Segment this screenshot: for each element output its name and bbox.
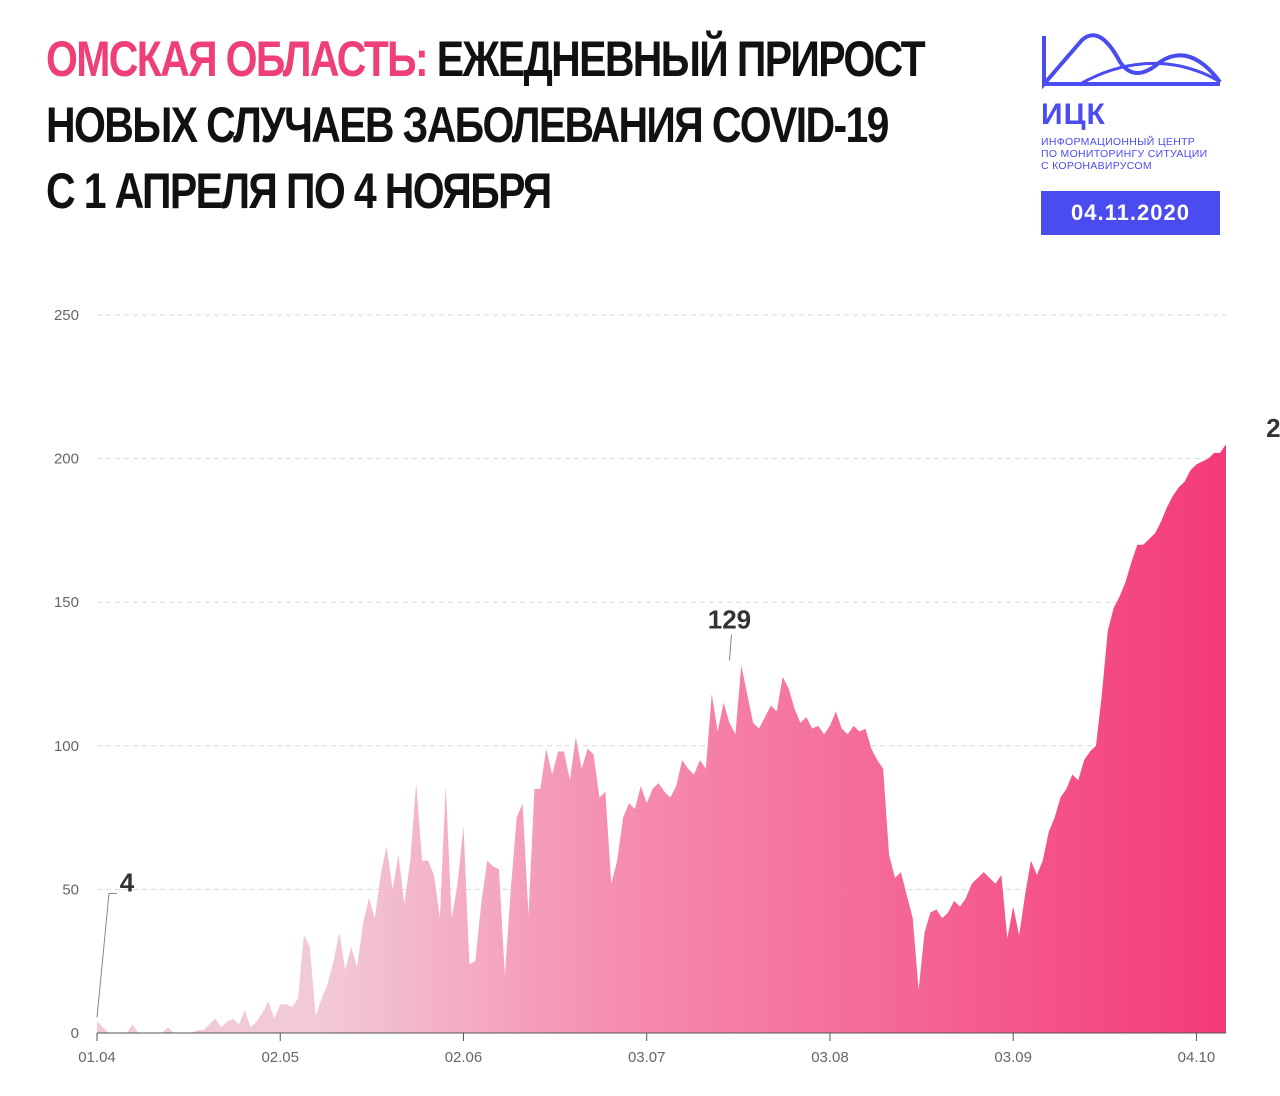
logo-subtitle: Информационный центр по мониторингу ситу…	[1041, 136, 1241, 172]
x-tick-label: 03.08	[811, 1049, 849, 1066]
logo-subtitle-line: по мониторингу ситуации	[1041, 148, 1208, 160]
title-line-1-rest: ежедневный прирост	[436, 31, 926, 87]
chart-title: Омская область: ежедневный прирост новых…	[46, 26, 926, 224]
annotation-label: 4	[120, 868, 135, 898]
x-tick-label: 03.07	[628, 1049, 666, 1066]
x-tick-label: 02.05	[261, 1049, 299, 1066]
annotations: 4129202205	[96, 413, 1280, 1018]
mountain-waves-logo-icon	[1042, 33, 1222, 90]
title-line-1: Омская область: ежедневный прирост	[46, 26, 926, 92]
x-tick-label: 04.10	[1178, 1049, 1216, 1066]
area-series	[97, 444, 1226, 1033]
logo-subtitle-line: с коронавирусом	[1041, 160, 1152, 172]
daily-cases-area-chart: 0 50 100 150 200 250 01.04 02.05 02.06 03.07 03.0…	[54, 307, 1280, 1066]
annotation-label: 129	[708, 605, 751, 635]
title-line-3: с 1 апреля по 4 ноября	[46, 163, 552, 219]
title-line-2: новых случаев заболевания COVID-19	[46, 97, 889, 153]
annotation-leader	[96, 893, 117, 1018]
title-region: Омская область:	[46, 31, 429, 87]
y-tick-label: 150	[54, 594, 79, 611]
annotation-label: 202	[1266, 413, 1280, 443]
x-tick-label: 02.06	[445, 1049, 483, 1066]
annotation-leader	[728, 634, 732, 661]
y-tick-label: 250	[54, 307, 79, 324]
daily-cases-area	[97, 444, 1226, 1033]
date-badge: 04.11.2020	[1041, 191, 1220, 235]
logo-subtitle-line: Информационный центр	[1041, 136, 1196, 148]
y-tick-label: 0	[71, 1025, 79, 1042]
logo-org-name: ИЦК	[1041, 98, 1106, 131]
y-tick-label: 100	[54, 738, 79, 755]
x-tick-label: 03.09	[994, 1049, 1032, 1066]
x-tick-label: 01.04	[78, 1049, 116, 1066]
y-tick-label: 50	[62, 881, 79, 898]
y-tick-label: 200	[54, 451, 79, 468]
